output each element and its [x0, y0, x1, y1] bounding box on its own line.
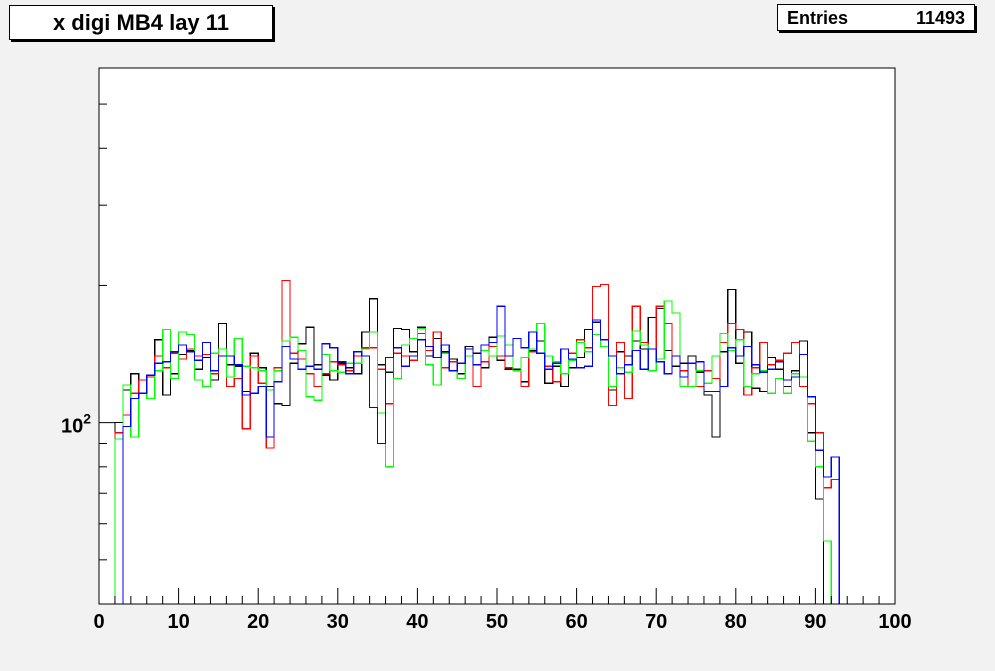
x-tick-label: 70	[645, 611, 667, 633]
x-tick-label: 30	[327, 611, 349, 633]
x-tick-label: 80	[725, 611, 747, 633]
histogram-series-2	[99, 300, 895, 605]
histogram-title-box: x digi MB4 lay 11	[9, 5, 273, 40]
x-tick-label: 50	[486, 611, 508, 633]
stats-box: Entries 11493	[777, 4, 975, 31]
x-tick-label: 20	[247, 611, 269, 633]
y-tick-label: 102	[61, 411, 91, 438]
x-tick-label: 90	[804, 611, 826, 633]
entries-label: Entries	[787, 8, 849, 28]
histogram-series-3	[99, 305, 895, 605]
x-tick-label: 40	[406, 611, 428, 633]
x-tick-label: 100	[878, 611, 911, 633]
histogram-title: x digi MB4 lay 11	[52, 9, 230, 35]
x-tick-label: 10	[167, 611, 189, 633]
entries-value: 11493	[915, 8, 965, 28]
x-tick-label: 0	[93, 611, 104, 633]
x-tick-label: 60	[565, 611, 587, 633]
